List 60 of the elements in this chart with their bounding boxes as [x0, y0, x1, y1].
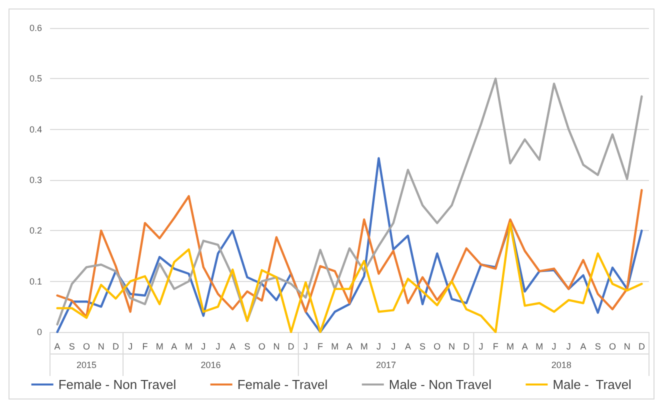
x-tick-label: N — [448, 342, 456, 352]
x-tick-label: A — [404, 342, 411, 352]
x-tick-label: M — [506, 342, 514, 352]
y-tick-label: 0 — [36, 327, 42, 337]
y-tick-label: 0.5 — [29, 74, 42, 84]
x-tick-label: J — [128, 342, 133, 352]
x-tick-label: M — [536, 342, 544, 352]
x-tick-label: O — [258, 342, 266, 352]
x-tick-label: A — [522, 342, 528, 352]
legend-label: Male - Non Travel — [388, 377, 492, 392]
line-series — [56, 189, 643, 318]
text: 2018 — [551, 360, 572, 370]
x-tick-label: A — [54, 342, 60, 352]
x-tick-label: O — [608, 342, 616, 352]
x-tick-label: D — [638, 342, 646, 352]
x-tick-label: N — [624, 342, 630, 352]
x-tick-label: N — [273, 342, 280, 352]
x-tick-label: N — [98, 342, 104, 352]
x-tick-label: J — [478, 342, 484, 352]
legend-label: Male - Travel — [552, 377, 632, 392]
legend-label: Female - Travel — [237, 377, 328, 392]
x-tick-label: S — [68, 342, 75, 352]
text: 2017 — [376, 360, 396, 370]
x-tick-label: M — [331, 342, 339, 352]
x-tick-label: S — [594, 342, 601, 352]
x-tick-label: J — [566, 342, 571, 352]
x-tick-label: S — [244, 342, 250, 352]
x-tick-label: F — [492, 342, 499, 352]
legend-label: Female - Non Travel — [58, 377, 176, 392]
x-tick-label: J — [391, 342, 396, 352]
x-tick-label: S — [420, 342, 426, 352]
x-tick-label: A — [346, 342, 353, 352]
x-tick-label: A — [230, 342, 236, 352]
x-tick-label: D — [288, 342, 295, 352]
x-tick-label: J — [303, 342, 308, 352]
x-tick-label: O — [83, 342, 90, 352]
text: 2016 — [200, 360, 221, 370]
x-tick-label: M — [156, 342, 164, 352]
line-series — [56, 222, 643, 334]
x-tick-label: M — [360, 342, 368, 352]
y-tick-label: 0.6 — [29, 23, 42, 33]
x-tick-label: F — [142, 342, 148, 352]
x-tick-label: A — [171, 342, 178, 352]
y-tick-label: 0.2 — [29, 226, 42, 236]
x-tick-label: D — [463, 342, 470, 352]
y-tick-label: 0.3 — [29, 175, 42, 185]
line-series — [56, 157, 643, 334]
text: 2015 — [76, 360, 97, 370]
x-tick-label: J — [376, 342, 381, 352]
x-tick-label: O — [434, 342, 441, 352]
x-tick-label: D — [112, 342, 120, 352]
x-tick-label: J — [552, 342, 556, 352]
x-tick-label: F — [318, 342, 324, 352]
y-tick-label: 0.4 — [29, 124, 42, 134]
x-tick-label: A — [580, 342, 586, 352]
x-tick-label: J — [201, 342, 206, 352]
line-series — [56, 78, 643, 326]
x-tick-label: M — [185, 342, 193, 352]
x-tick-label: J — [216, 342, 220, 352]
y-tick-label: 0.1 — [29, 276, 42, 286]
